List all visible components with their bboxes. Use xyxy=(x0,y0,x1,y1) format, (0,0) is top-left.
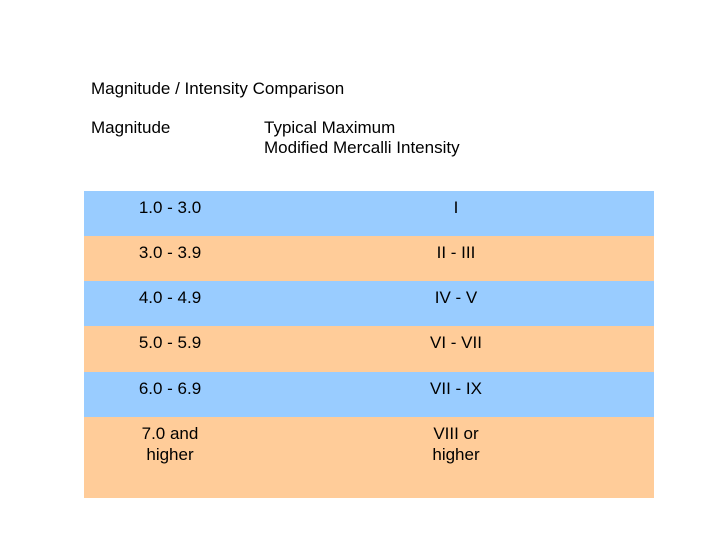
page-title: Magnitude / Intensity Comparison xyxy=(91,79,345,98)
table-row: 7.0 and higher VIII or higher xyxy=(84,417,654,498)
magnitude-cell: 6.0 - 6.9 xyxy=(138,379,202,398)
intensity-cell: VI - VII xyxy=(430,333,482,352)
intensity-cell: I xyxy=(453,198,459,217)
table-row: 3.0 - 3.9 II - III xyxy=(84,236,654,281)
comparison-table: 1.0 - 3.0 I 3.0 - 3.9 II - III 4.0 - 4.9… xyxy=(84,191,654,498)
magnitude-cell: 4.0 - 4.9 xyxy=(138,288,202,307)
magnitude-cell: 7.0 and higher xyxy=(141,424,199,464)
table-row: 4.0 - 4.9 IV - V xyxy=(84,281,654,326)
column-header-magnitude: Magnitude xyxy=(91,118,171,137)
intensity-cell: II - III xyxy=(436,243,476,262)
table-row: 1.0 - 3.0 I xyxy=(84,191,654,236)
magnitude-cell: 3.0 - 3.9 xyxy=(138,243,202,262)
magnitude-cell: 1.0 - 3.0 xyxy=(138,198,202,217)
intensity-cell: VIII or higher xyxy=(432,424,480,464)
intensity-cell: IV - V xyxy=(434,288,478,307)
column-header-intensity: Typical Maximum Modified Mercalli Intens… xyxy=(264,118,460,157)
table-row: 5.0 - 5.9 VI - VII xyxy=(84,326,654,372)
magnitude-cell: 5.0 - 5.9 xyxy=(138,333,202,352)
table-row: 6.0 - 6.9 VII - IX xyxy=(84,372,654,417)
intensity-cell: VII - IX xyxy=(430,379,482,398)
